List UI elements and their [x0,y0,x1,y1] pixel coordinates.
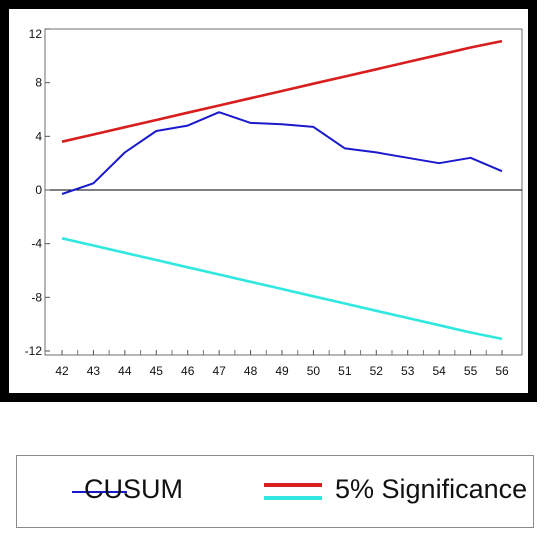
cusum-chart: 12 8 4 0 -4 -8 -12 42 43 44 45 46 47 48 49 50 51 52 53 54 55… [0,0,537,402]
x-tick-label: 49 [275,364,289,378]
x-tick-label: 44 [118,364,132,378]
x-tick-label: 55 [464,364,478,378]
y-tick-label: 12 [29,27,43,41]
legend-swatch-significance-upper [264,483,322,487]
y-tick-label: 8 [35,76,42,90]
x-tick-label: 46 [181,364,195,378]
upper-significance-line [61,39,503,143]
x-tick-label: 51 [338,364,352,378]
y-tick-label: -12 [25,344,43,358]
x-tick-label: 50 [307,364,321,378]
x-tick-label: 48 [244,364,258,378]
x-tick-label: 53 [401,364,415,378]
chart-frame: 12 8 4 0 -4 -8 -12 42 43 44 45 46 47 48 49 50 51 52 53 54 55… [0,0,537,402]
x-tick-label: 45 [150,364,164,378]
legend-swatch-cusum [72,491,127,493]
y-tick-label: -8 [31,290,42,304]
x-tick-label: 47 [212,364,226,378]
x-tick-label: 56 [495,364,509,378]
legend: CUSUM 5% Significance [16,455,534,528]
x-tick-label: 54 [432,364,446,378]
legend-label-cusum: CUSUM [84,474,183,504]
y-tick-label: 4 [35,129,42,143]
legend-swatch-significance-lower [264,496,322,500]
x-tick-label: 42 [55,364,69,378]
x-tick-label: 43 [87,364,101,378]
cusum-line [61,111,503,195]
x-tick-label: 52 [370,364,384,378]
plot-area [44,28,523,356]
y-tick-label: -4 [31,237,42,251]
lower-significance-line [61,237,503,341]
y-tick-label: 0 [35,183,42,197]
legend-label-significance: 5% Significance [335,474,528,504]
